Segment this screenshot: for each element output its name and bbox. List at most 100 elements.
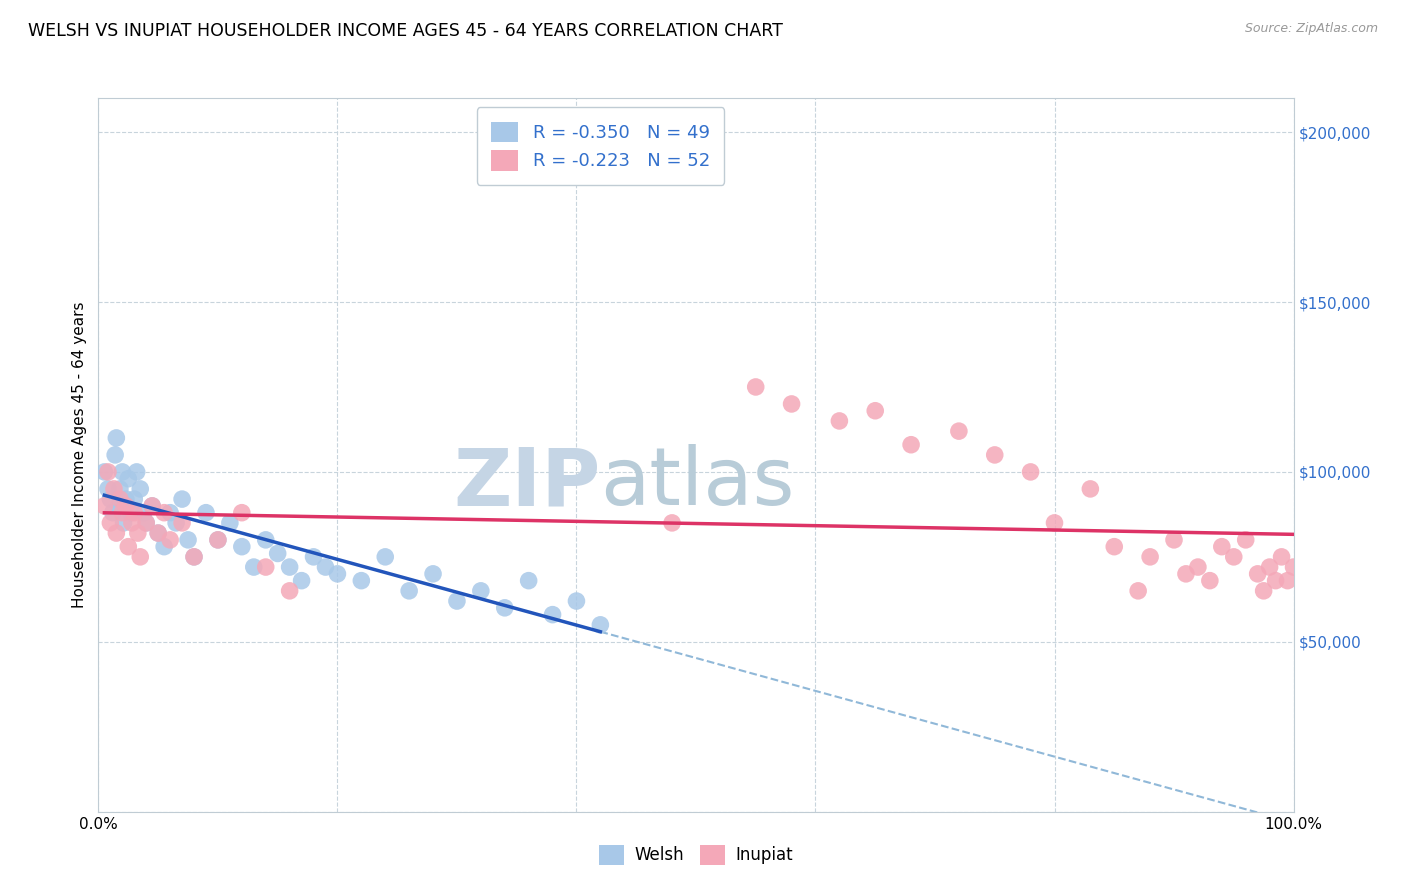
Point <box>984 448 1007 462</box>
Point <box>900 438 922 452</box>
Point <box>1128 583 1150 598</box>
Point <box>117 472 139 486</box>
Point <box>745 380 768 394</box>
Point <box>1253 583 1275 598</box>
Point <box>254 560 277 574</box>
Point <box>141 499 163 513</box>
Point <box>494 600 516 615</box>
Point <box>446 594 468 608</box>
Point <box>159 506 181 520</box>
Point <box>207 533 229 547</box>
Point <box>661 516 683 530</box>
Point <box>183 549 205 564</box>
Point <box>541 607 564 622</box>
Point <box>315 560 337 574</box>
Point <box>1258 560 1281 574</box>
Point <box>254 533 277 547</box>
Point <box>422 566 444 581</box>
Y-axis label: Householder Income Ages 45 - 64 years: Householder Income Ages 45 - 64 years <box>72 301 87 608</box>
Point <box>1234 533 1257 547</box>
Point <box>1211 540 1233 554</box>
Point <box>278 560 301 574</box>
Point <box>107 499 129 513</box>
Point <box>177 533 200 547</box>
Point <box>108 492 131 507</box>
Point <box>1198 574 1220 588</box>
Point <box>565 594 588 608</box>
Point <box>1175 566 1198 581</box>
Point <box>828 414 851 428</box>
Point <box>267 546 290 560</box>
Point <box>1246 566 1268 581</box>
Point <box>121 516 143 530</box>
Point <box>165 516 187 530</box>
Point <box>135 516 157 530</box>
Point <box>780 397 803 411</box>
Text: atlas: atlas <box>600 444 794 523</box>
Point <box>101 506 124 520</box>
Point <box>148 526 170 541</box>
Point <box>183 549 205 564</box>
Point <box>159 533 181 547</box>
Point <box>93 465 115 479</box>
Point <box>129 482 152 496</box>
Point <box>141 499 163 513</box>
Point <box>124 506 146 520</box>
Point <box>127 526 149 541</box>
Point <box>132 506 155 520</box>
Point <box>1277 574 1299 588</box>
Legend: Welsh, Inupiat: Welsh, Inupiat <box>592 838 800 871</box>
Point <box>863 403 887 417</box>
Point <box>194 506 218 520</box>
Point <box>517 574 540 588</box>
Point <box>231 540 253 554</box>
Point <box>302 549 325 564</box>
Text: Source: ZipAtlas.com: Source: ZipAtlas.com <box>1244 22 1378 36</box>
Point <box>115 499 138 513</box>
Point <box>115 492 138 507</box>
Point <box>98 516 122 530</box>
Point <box>125 465 148 479</box>
Point <box>1163 533 1185 547</box>
Point <box>172 516 194 530</box>
Point <box>1019 465 1042 479</box>
Point <box>112 516 135 530</box>
Point <box>93 499 115 513</box>
Text: WELSH VS INUPIAT HOUSEHOLDER INCOME AGES 45 - 64 YEARS CORRELATION CHART: WELSH VS INUPIAT HOUSEHOLDER INCOME AGES… <box>28 22 783 40</box>
Point <box>117 540 139 554</box>
Point <box>398 583 420 598</box>
Point <box>1187 560 1209 574</box>
Point <box>278 583 301 598</box>
Point <box>1102 540 1125 554</box>
Point <box>97 465 120 479</box>
Point <box>1222 549 1246 564</box>
Point <box>98 492 122 507</box>
Point <box>108 482 131 496</box>
Text: ZIP: ZIP <box>453 444 600 523</box>
Point <box>111 465 134 479</box>
Point <box>120 506 142 520</box>
Point <box>148 526 170 541</box>
Point <box>1282 560 1305 574</box>
Point <box>948 424 970 438</box>
Point <box>219 516 242 530</box>
Point <box>103 482 125 496</box>
Point <box>470 583 492 598</box>
Point <box>104 448 127 462</box>
Point <box>350 574 373 588</box>
Point <box>124 492 146 507</box>
Point <box>1043 516 1066 530</box>
Point <box>1271 549 1294 564</box>
Point <box>153 506 176 520</box>
Point <box>1264 574 1286 588</box>
Point <box>1080 482 1102 496</box>
Point <box>172 492 194 507</box>
Point <box>243 560 266 574</box>
Point <box>326 566 349 581</box>
Point <box>129 549 152 564</box>
Point <box>153 540 176 554</box>
Point <box>135 516 157 530</box>
Point <box>105 431 128 445</box>
Point <box>111 506 134 520</box>
Point <box>231 506 253 520</box>
